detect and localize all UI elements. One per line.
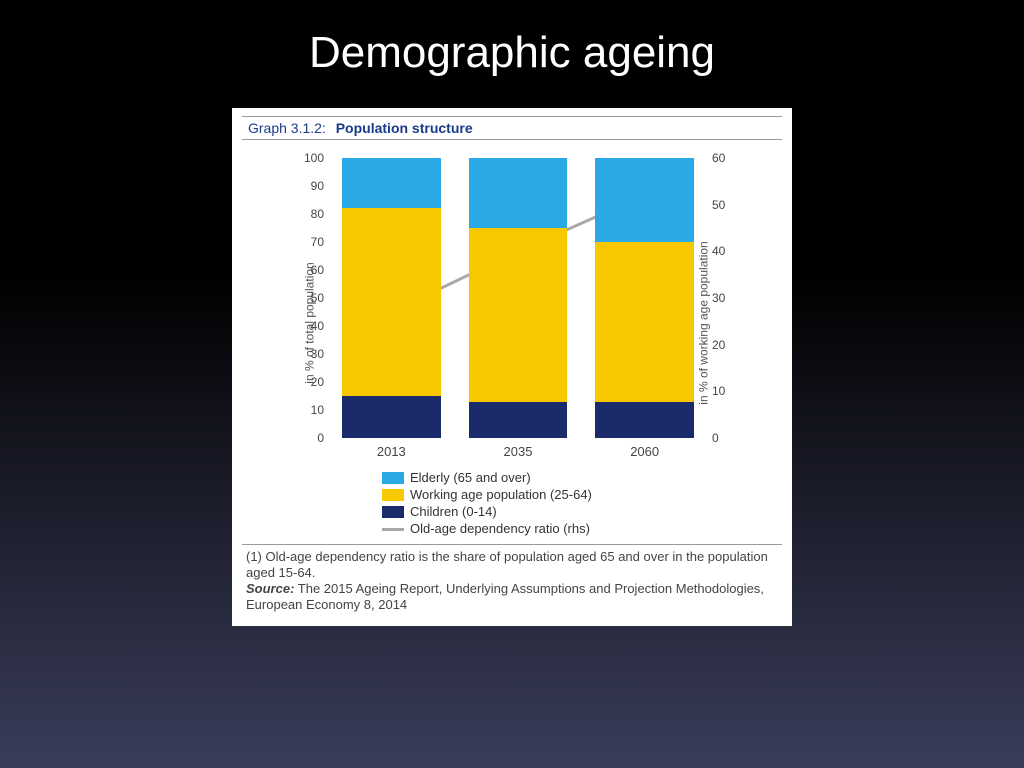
bar-segment-elderly [469, 158, 568, 228]
ytick-left: 20 [294, 375, 324, 389]
legend-item-children: Children (0-14) [382, 504, 782, 521]
graph-header: Graph 3.1.2: Population structure [242, 116, 782, 140]
ytick-left: 90 [294, 179, 324, 193]
ytick-left: 0 [294, 431, 324, 445]
ytick-right: 50 [712, 198, 738, 212]
bar-segment-children [469, 402, 568, 438]
legend-item-line: Old-age dependency ratio (rhs) [382, 521, 782, 538]
slide-title: Demographic ageing [0, 0, 1024, 78]
y-ticks-right: 0102030405060 [712, 158, 738, 438]
xtick: 2060 [630, 444, 659, 459]
ytick-left: 40 [294, 319, 324, 333]
legend-label: Working age population (25-64) [410, 487, 592, 504]
source-label: Source: [246, 581, 294, 596]
graph-id: Graph 3.1.2: [248, 120, 326, 136]
bar-segment-children [342, 396, 441, 438]
y-ticks-left: 0102030405060708090100 [294, 158, 324, 438]
legend-item-elderly: Elderly (65 and over) [382, 470, 782, 487]
legend-swatch [382, 472, 404, 484]
legend-swatch [382, 528, 404, 531]
ytick-left: 100 [294, 151, 324, 165]
ytick-left: 30 [294, 347, 324, 361]
ytick-right: 30 [712, 291, 738, 305]
ytick-right: 60 [712, 151, 738, 165]
legend-item-working: Working age population (25-64) [382, 487, 782, 504]
ytick-right: 40 [712, 244, 738, 258]
ytick-right: 20 [712, 338, 738, 352]
bar-segment-elderly [595, 158, 694, 242]
ytick-right: 0 [712, 431, 738, 445]
graph-title: Population structure [336, 120, 473, 136]
ytick-left: 10 [294, 403, 324, 417]
xtick: 2035 [504, 444, 533, 459]
stacked-bar [469, 158, 568, 438]
legend-label: Children (0-14) [410, 504, 497, 521]
stacked-bar [595, 158, 694, 438]
stacked-bar [342, 158, 441, 438]
bar-segment-elderly [342, 158, 441, 208]
x-ticks: 2013 2035 2060 [328, 444, 708, 462]
footnote: (1) Old-age dependency ratio is the shar… [242, 544, 782, 616]
bar-segment-working [469, 228, 568, 402]
legend-swatch [382, 489, 404, 501]
legend-swatch [382, 506, 404, 518]
ytick-left: 80 [294, 207, 324, 221]
plot-area: in % of total population in % of working… [242, 146, 782, 466]
bar-segment-children [595, 402, 694, 438]
ytick-left: 70 [294, 235, 324, 249]
legend-label: Old-age dependency ratio (rhs) [410, 521, 590, 538]
footnote-source: Source: The 2015 Ageing Report, Underlyi… [246, 581, 778, 614]
xtick: 2013 [377, 444, 406, 459]
legend: Elderly (65 and over)Working age populat… [382, 470, 782, 538]
bar-segment-working [342, 208, 441, 396]
plot-inner [328, 158, 708, 438]
chart-card: Graph 3.1.2: Population structure in % o… [232, 108, 792, 626]
legend-label: Elderly (65 and over) [410, 470, 531, 487]
footnote-note: (1) Old-age dependency ratio is the shar… [246, 549, 778, 582]
ytick-left: 50 [294, 291, 324, 305]
ytick-right: 10 [712, 384, 738, 398]
ytick-left: 60 [294, 263, 324, 277]
source-text: The 2015 Ageing Report, Underlying Assum… [246, 581, 764, 612]
bar-segment-working [595, 242, 694, 402]
